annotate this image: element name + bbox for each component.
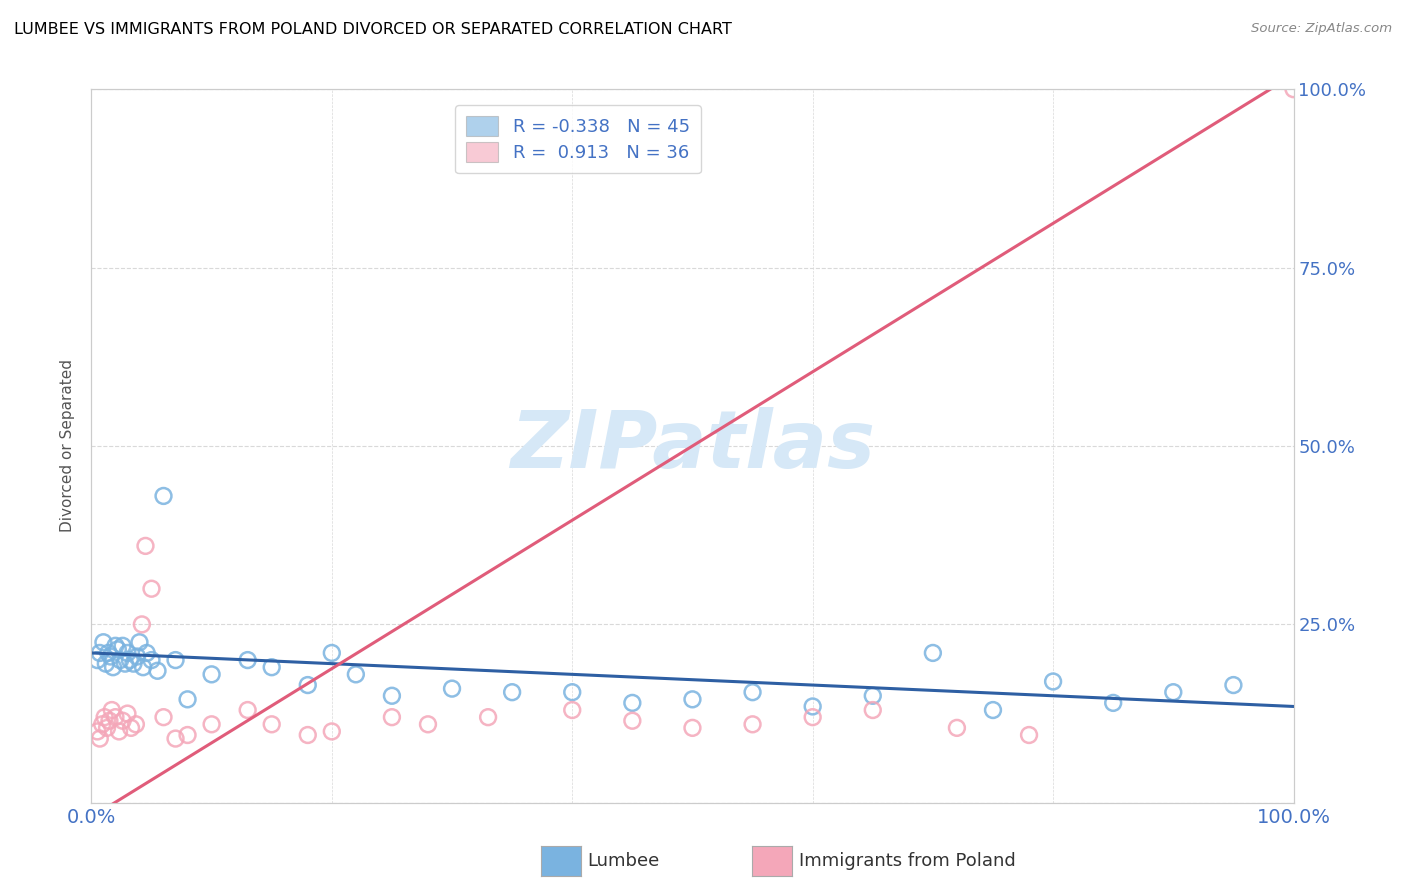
Point bbox=[741, 717, 763, 731]
Point bbox=[561, 703, 583, 717]
Point bbox=[741, 685, 763, 699]
Point bbox=[1282, 82, 1305, 96]
Point bbox=[200, 717, 222, 731]
Point bbox=[152, 489, 174, 503]
Point bbox=[86, 724, 108, 739]
Point bbox=[89, 646, 111, 660]
Point bbox=[117, 706, 139, 721]
Point bbox=[381, 710, 404, 724]
Point bbox=[118, 653, 141, 667]
Point bbox=[108, 724, 131, 739]
Point bbox=[114, 657, 136, 671]
Point bbox=[110, 653, 132, 667]
Point bbox=[165, 653, 187, 667]
Point bbox=[260, 660, 283, 674]
Point bbox=[1161, 685, 1184, 699]
Point bbox=[801, 710, 824, 724]
Text: LUMBEE VS IMMIGRANTS FROM POLAND DIVORCED OR SEPARATED CORRELATION CHART: LUMBEE VS IMMIGRANTS FROM POLAND DIVORCE… bbox=[14, 22, 733, 37]
Point bbox=[416, 717, 439, 731]
Point bbox=[1222, 678, 1244, 692]
Point bbox=[98, 714, 121, 728]
Point bbox=[862, 689, 884, 703]
Point bbox=[922, 646, 945, 660]
Point bbox=[501, 685, 523, 699]
Text: Source: ZipAtlas.com: Source: ZipAtlas.com bbox=[1251, 22, 1392, 36]
Point bbox=[125, 649, 148, 664]
Point bbox=[176, 728, 198, 742]
Point bbox=[297, 678, 319, 692]
Legend: R = -0.338   N = 45, R =  0.913   N = 36: R = -0.338 N = 45, R = 0.913 N = 36 bbox=[456, 105, 700, 173]
Point bbox=[128, 635, 150, 649]
Point bbox=[681, 692, 703, 706]
Point bbox=[101, 660, 124, 674]
Point bbox=[165, 731, 187, 746]
Point bbox=[236, 703, 259, 717]
Point bbox=[101, 703, 124, 717]
Point bbox=[146, 664, 169, 678]
Point bbox=[1018, 728, 1040, 742]
Point bbox=[135, 646, 157, 660]
Point bbox=[132, 660, 155, 674]
Point bbox=[862, 703, 884, 717]
Point bbox=[107, 642, 129, 657]
Point bbox=[440, 681, 463, 696]
Point bbox=[93, 635, 115, 649]
Point bbox=[97, 646, 120, 660]
Point bbox=[134, 539, 156, 553]
Point bbox=[477, 710, 499, 724]
Point bbox=[91, 717, 114, 731]
Point bbox=[141, 653, 163, 667]
Point bbox=[100, 649, 122, 664]
Point bbox=[120, 721, 142, 735]
Point bbox=[681, 721, 703, 735]
Point bbox=[86, 653, 108, 667]
Point bbox=[297, 728, 319, 742]
Point bbox=[131, 617, 153, 632]
Point bbox=[200, 667, 222, 681]
Point bbox=[381, 689, 404, 703]
Point bbox=[946, 721, 969, 735]
Point bbox=[104, 639, 127, 653]
Point bbox=[344, 667, 367, 681]
Point bbox=[176, 692, 198, 706]
Point bbox=[981, 703, 1004, 717]
Point bbox=[93, 710, 115, 724]
Text: ZIPatlas: ZIPatlas bbox=[510, 407, 875, 485]
Point bbox=[89, 731, 111, 746]
Point bbox=[141, 582, 163, 596]
Point bbox=[621, 696, 644, 710]
Point bbox=[1042, 674, 1064, 689]
Point bbox=[111, 639, 134, 653]
Point bbox=[125, 717, 148, 731]
Point bbox=[104, 710, 127, 724]
Y-axis label: Divorced or Separated: Divorced or Separated bbox=[60, 359, 76, 533]
Point bbox=[236, 653, 259, 667]
Point bbox=[122, 657, 145, 671]
Point bbox=[111, 714, 134, 728]
Point bbox=[96, 721, 118, 735]
Point bbox=[321, 724, 343, 739]
Text: Lumbee: Lumbee bbox=[588, 852, 659, 870]
Point bbox=[152, 710, 174, 724]
Point bbox=[1102, 696, 1125, 710]
Point bbox=[117, 646, 139, 660]
Text: Immigrants from Poland: Immigrants from Poland bbox=[799, 852, 1015, 870]
Point bbox=[94, 657, 117, 671]
Point bbox=[561, 685, 583, 699]
Point bbox=[621, 714, 644, 728]
Point bbox=[321, 646, 343, 660]
Point bbox=[260, 717, 283, 731]
Point bbox=[801, 699, 824, 714]
